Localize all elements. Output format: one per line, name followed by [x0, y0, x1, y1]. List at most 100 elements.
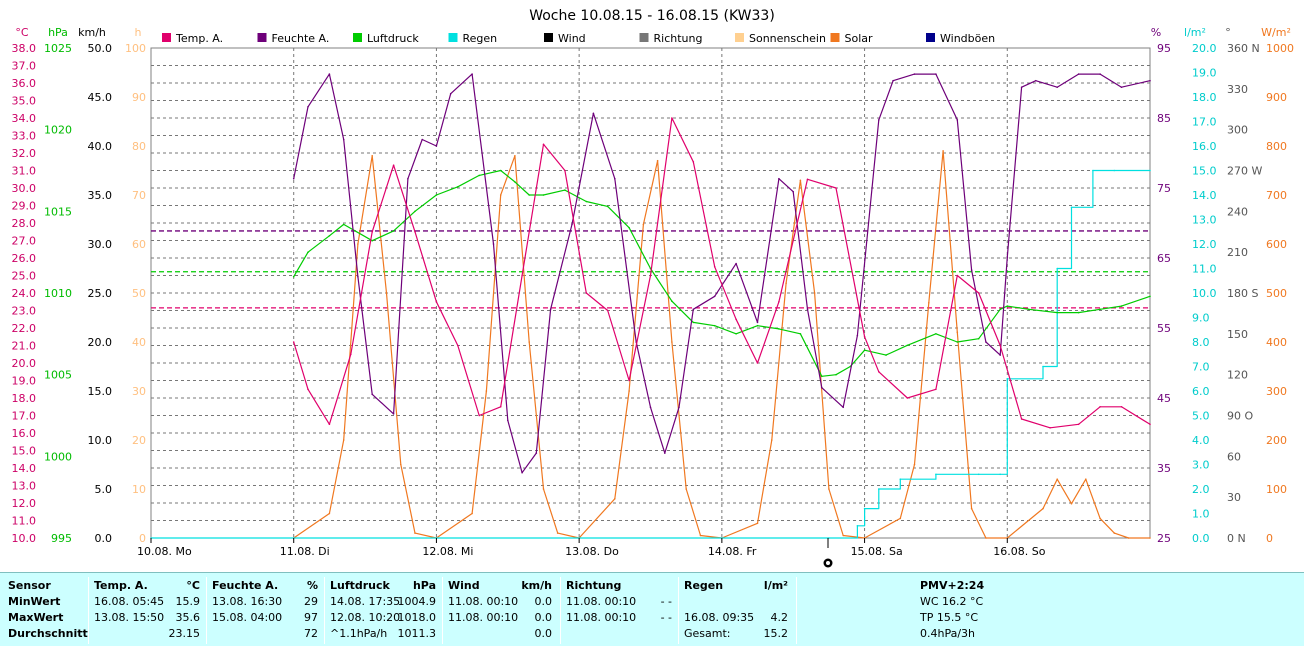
- axis-tick-label: 300: [1266, 385, 1287, 398]
- axis-tick-label: 35.0: [12, 95, 37, 108]
- data-point: [1006, 256, 1009, 258]
- legend-label: Windböen: [940, 32, 995, 45]
- stats-header-hum: Feuchte A.: [212, 579, 279, 592]
- data-point: [628, 379, 630, 382]
- axis-tick-label: 30.0: [88, 238, 113, 251]
- data-point: [1056, 86, 1058, 88]
- stats-max-temp: 35.6: [175, 611, 201, 624]
- axis-tick-label: 200: [1266, 434, 1287, 447]
- axis-tick-label: 50.0: [88, 42, 113, 55]
- data-point: [1149, 423, 1151, 426]
- axis-unit-label: °C: [15, 26, 29, 39]
- legend-label: Feuchte A.: [272, 32, 330, 45]
- legend: Temp. A. Feuchte A. Luftdruck Regen Wind Rich…: [162, 32, 995, 45]
- data-point: [985, 537, 987, 539]
- axis-tick-label: 240: [1227, 205, 1248, 218]
- data-point: [928, 302, 930, 304]
- data-point: [414, 231, 416, 233]
- axis-tick-label: 85: [1157, 112, 1171, 125]
- axis-tick-label: 26.0: [12, 252, 37, 265]
- stats-avg-press: 1011.3: [397, 627, 437, 640]
- data-point: [371, 231, 374, 233]
- x-axis-label: 14.08. Fr: [708, 545, 757, 558]
- axis-tick-label: 330: [1227, 83, 1248, 96]
- axis-tick-label: 14.0: [12, 462, 37, 475]
- axis-tick-label: 21.0: [12, 340, 37, 353]
- data-point: [642, 223, 645, 226]
- now-marker-icon: [823, 538, 833, 568]
- axis-tick-label: 180 S: [1227, 287, 1258, 300]
- data-point: [999, 354, 1001, 356]
- axis-unit-label: km/h: [78, 26, 106, 39]
- data-point: [970, 507, 973, 510]
- axis-tick-label: 800: [1266, 140, 1287, 153]
- stats-max-dir: - -: [660, 611, 672, 624]
- data-point: [521, 471, 523, 474]
- data-point: [457, 186, 459, 188]
- data-point: [1099, 406, 1101, 408]
- stats-header-sensor: Sensor: [8, 579, 51, 592]
- data-point: [592, 112, 595, 115]
- data-point: [1042, 365, 1044, 368]
- axis-tick-label: 0: [139, 532, 146, 545]
- data-point: [1006, 378, 1009, 380]
- axis-tick-label: 12.0: [12, 497, 37, 510]
- stats-avg-hum: 72: [304, 627, 318, 640]
- stats-min-temp: 15.9: [175, 595, 201, 608]
- axis-tick-label: 25.0: [88, 287, 113, 300]
- stats-header-wind-unit: km/h: [521, 579, 552, 592]
- axis-tick-label: 80: [132, 140, 146, 153]
- x-axis-label: 15.08. Sa: [851, 545, 903, 558]
- axis-tick-label: 45.0: [88, 91, 113, 104]
- data-point: [756, 321, 759, 324]
- stats-max-wind: 0.0: [534, 611, 553, 624]
- data-point: [1027, 308, 1030, 311]
- data-point: [1099, 517, 1101, 520]
- data-point: [342, 223, 345, 226]
- axis-tick-label: 30.0: [12, 182, 37, 195]
- axis-tick-label: 60: [1227, 450, 1241, 463]
- data-point: [457, 344, 459, 347]
- data-point: [435, 145, 438, 147]
- data-point: [856, 334, 859, 337]
- data-point: [507, 419, 509, 422]
- data-point: [1020, 418, 1023, 420]
- data-point: [956, 119, 959, 121]
- data-point: [328, 512, 331, 515]
- data-point: [692, 161, 695, 163]
- data-point: [350, 353, 352, 356]
- data-point: [999, 344, 1001, 347]
- data-point: [385, 292, 388, 294]
- data-point: [813, 292, 816, 294]
- data-point: [392, 164, 395, 166]
- axis-tick-label: 90: [132, 91, 146, 104]
- legend-label: Regen: [463, 32, 498, 45]
- data-point: [371, 239, 374, 242]
- stats-min-pmv: WC 16.2 °C: [920, 595, 984, 608]
- axis-unit-label: l/m²: [1184, 26, 1206, 39]
- axis-tick-label: 16.0: [1192, 140, 1217, 153]
- data-point: [771, 439, 773, 441]
- data-point: [564, 169, 566, 172]
- data-point: [999, 308, 1001, 311]
- axis-tick-label: 18.0: [12, 392, 37, 405]
- data-point: [935, 473, 937, 476]
- axis-tick-label: 10: [132, 483, 146, 496]
- stats-max-rain-time: 16.08. 09:35: [684, 611, 755, 624]
- data-point: [977, 292, 980, 294]
- data-point: [842, 406, 844, 409]
- axis-unit-label: h: [135, 26, 142, 39]
- stats-header-rain-unit: l/m²: [763, 579, 788, 592]
- axis-tick-label: 0: [1266, 532, 1273, 545]
- data-point: [735, 262, 737, 265]
- data-point: [985, 341, 987, 343]
- stats-avg-rain-label: Gesamt:: [684, 627, 731, 640]
- stats-max-pmv: TP 15.5 °C: [920, 611, 979, 624]
- data-point: [856, 525, 859, 527]
- stats-avg-pmv: 0.4hPa/3h: [920, 627, 976, 640]
- axis-tick-label: 13.0: [1192, 214, 1217, 227]
- data-point: [392, 230, 395, 232]
- data-point: [664, 452, 666, 454]
- data-point: [899, 478, 902, 481]
- stats-header-temp: Temp. A.: [94, 579, 148, 592]
